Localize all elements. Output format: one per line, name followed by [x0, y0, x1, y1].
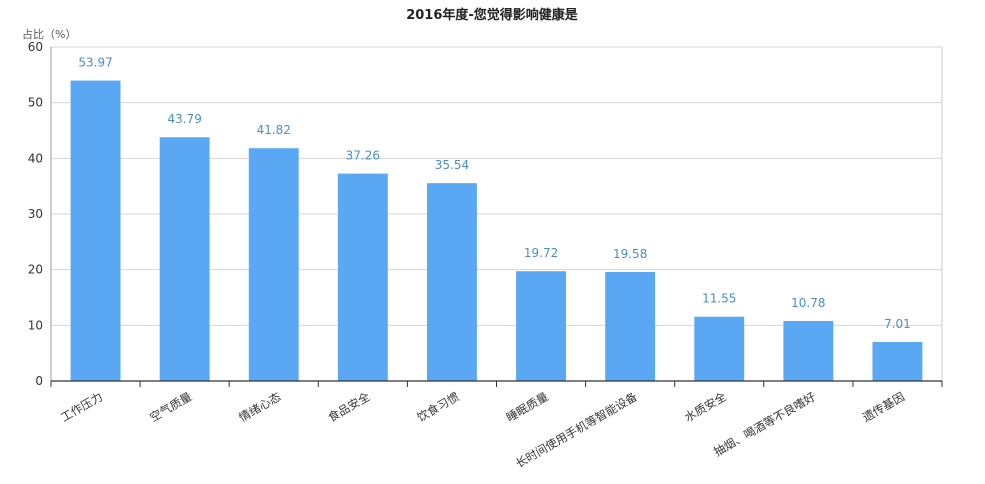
x-tick-label: 饮食习惯 [415, 389, 462, 424]
bar-series [70, 80, 923, 381]
y-tick-label: 30 [28, 207, 43, 221]
y-tick-label: 10 [28, 318, 43, 332]
axes [50, 47, 943, 387]
data-label: 35.54 [435, 158, 469, 172]
x-tick-label: 情绪心态 [236, 389, 283, 424]
data-label: 43.79 [167, 112, 201, 126]
data-label: 37.26 [346, 149, 380, 163]
y-tick-label: 0 [35, 374, 43, 388]
y-tick-label: 40 [28, 151, 43, 165]
bar [70, 80, 121, 381]
x-tick-label: 水质安全 [682, 389, 729, 424]
bar [605, 272, 656, 381]
data-label: 7.01 [884, 317, 911, 331]
x-tick-label: 睡眠质量 [504, 389, 551, 424]
bar [872, 341, 923, 381]
data-label: 19.72 [524, 246, 558, 260]
y-tick-label: 50 [28, 96, 43, 110]
x-tick-label: 空气质量 [147, 389, 194, 424]
y-tick-label: 60 [28, 40, 43, 54]
x-tick-label: 食品安全 [326, 389, 373, 424]
bar [694, 316, 745, 381]
y-axis-label: 占比（%） [22, 27, 76, 41]
data-label: 41.82 [257, 123, 291, 137]
y-axis-ticks: 0 10 20 30 40 50 60 [28, 40, 43, 388]
bar [783, 320, 834, 381]
bar [427, 183, 477, 381]
chart-title: 2016年度-您觉得影响健康是 [406, 7, 579, 23]
y-tick-label: 20 [28, 263, 43, 277]
data-label: 11.55 [702, 292, 736, 306]
x-tick-label: 遗传基因 [860, 389, 907, 424]
x-tick-label: 工作压力 [58, 389, 105, 424]
bar [159, 137, 210, 381]
data-label: 19.58 [613, 247, 647, 261]
data-label: 53.97 [78, 56, 112, 70]
data-label: 10.78 [791, 296, 825, 310]
bar [337, 173, 388, 381]
bar [516, 271, 566, 381]
data-labels: 53.97 43.79 41.82 37.26 35.54 19.72 19.58 11.55… [78, 56, 910, 331]
bar [248, 148, 299, 381]
